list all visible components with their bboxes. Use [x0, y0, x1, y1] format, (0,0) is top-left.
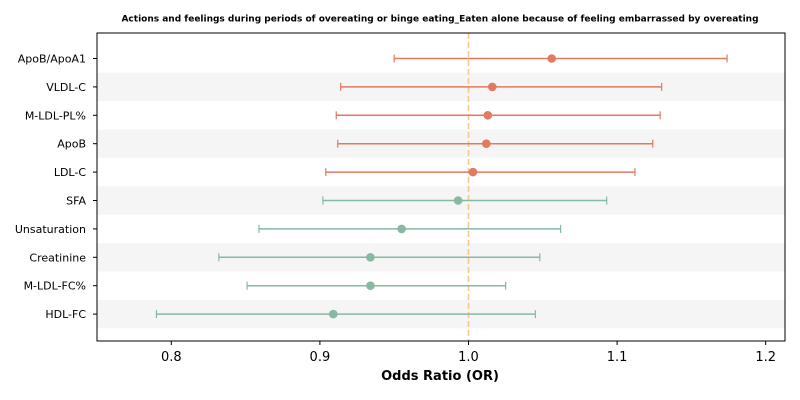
or-point-m-ldl-fc: [366, 281, 375, 291]
y-tick-label-unsaturation: Unsaturation: [15, 223, 86, 236]
estimate-marks: [155, 54, 728, 319]
y-axis-labels: ApoB/ApoA1 VLDL-C M-LDL-PL% ApoB LDL-C SFA Uns…: [15, 53, 97, 321]
y-tick-label-m-ldl-fc: M-LDL-FC%: [24, 280, 86, 293]
or-point-creatinine: [366, 252, 375, 262]
y-tick-label-ldl-c: LDL-C: [54, 166, 87, 179]
or-point-vldl-c: [487, 82, 497, 92]
or-point-sfa: [453, 196, 463, 205]
y-tick-label-creatinine: Creatinine: [29, 251, 86, 264]
x-tick-label-3: 1.1: [607, 350, 628, 365]
or-point-ldl-c: [468, 167, 478, 177]
chart-title: Actions and feelings during periods of o…: [121, 15, 758, 25]
or-point-m-ldl-pl: [483, 111, 493, 120]
x-axis-label: Odds Ratio (OR): [381, 369, 499, 384]
y-tick-label-sfa: SFA: [66, 195, 86, 208]
y-tick-label-apob: ApoB: [57, 138, 86, 151]
or-point-hdl-fc: [328, 309, 338, 319]
x-axis-ticks: 0.8 0.9 1.0 1.1 1.2: [161, 341, 776, 365]
plot-frame: [96, 32, 786, 342]
y-tick-label-vldl-c: VLDL-C: [46, 81, 86, 94]
x-tick-label-0: 0.8: [161, 350, 182, 365]
or-point-apob: [482, 139, 491, 148]
or-point-apob-apoa1: [547, 54, 557, 63]
y-tick-label-hdl-fc: HDL-FC: [45, 308, 86, 321]
y-tick-label-m-ldl-pl: M-LDL-PL%: [25, 109, 86, 122]
or-point-unsaturation: [397, 224, 406, 234]
x-tick-label-4: 1.2: [755, 350, 776, 365]
x-tick-label-2: 1.0: [458, 350, 479, 365]
y-tick-label-apob-apoa1: ApoB/ApoA1: [18, 53, 86, 66]
x-tick-label-1: 0.9: [310, 350, 331, 365]
